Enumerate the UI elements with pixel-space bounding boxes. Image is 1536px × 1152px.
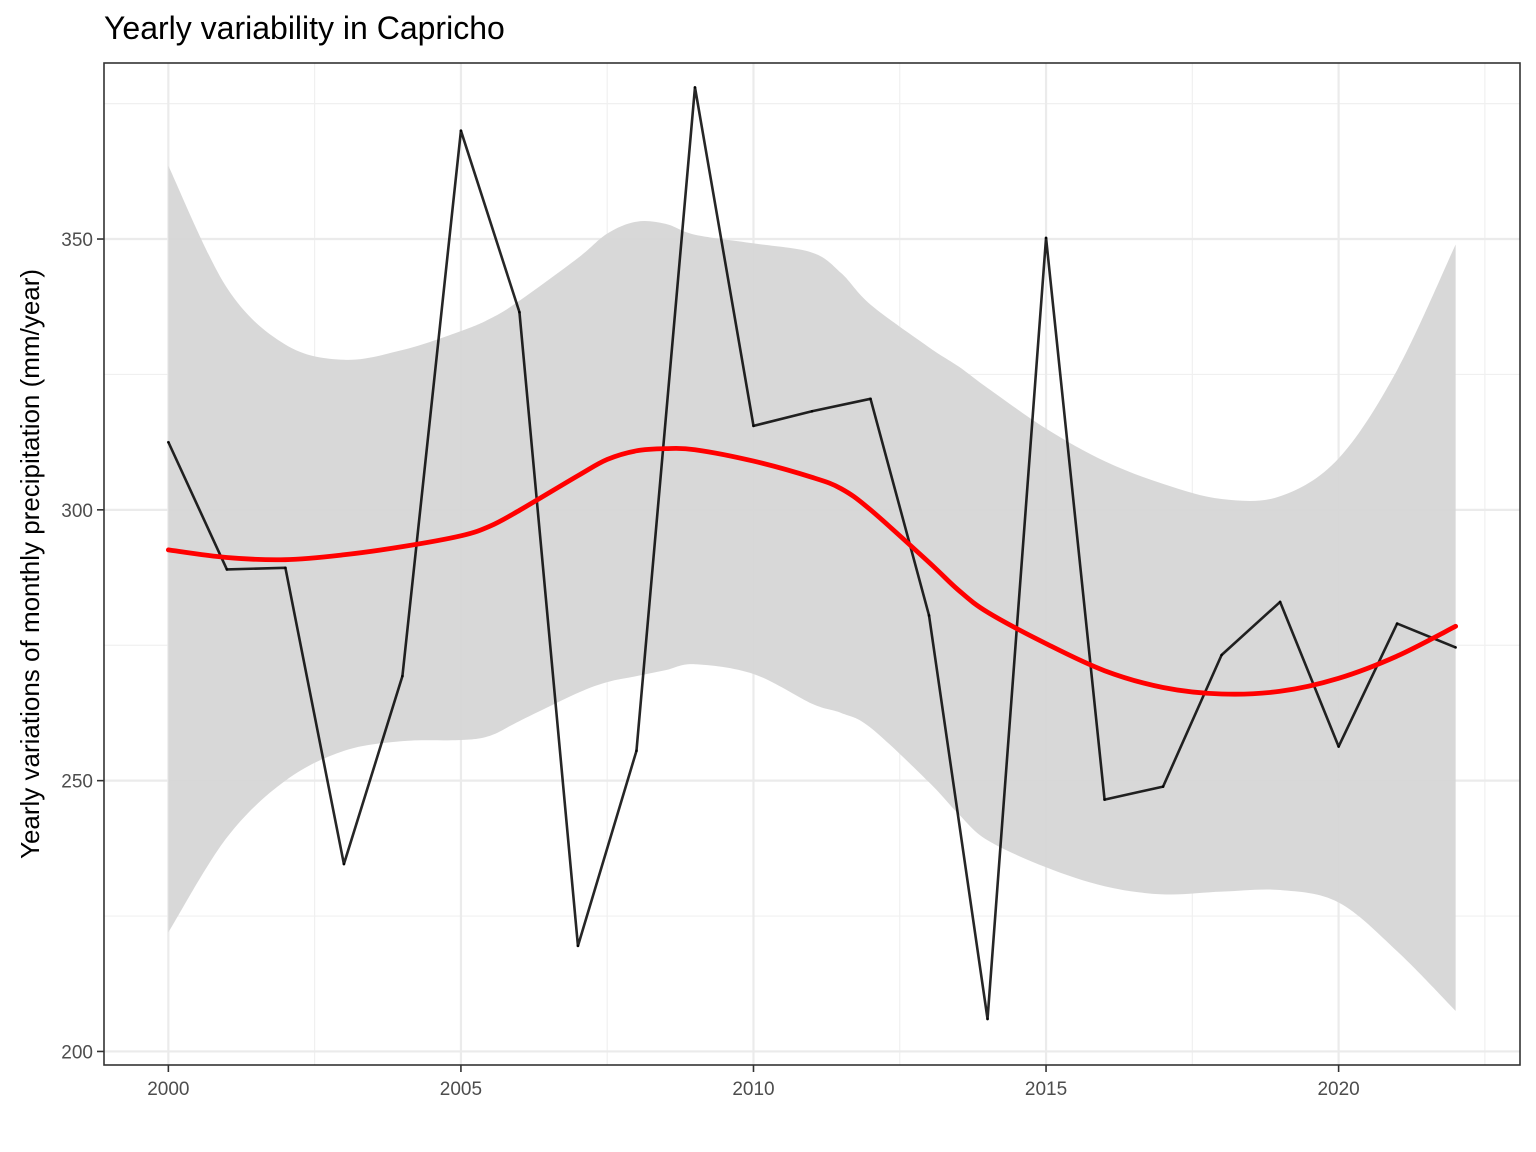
- y-tick-label: 350: [61, 230, 93, 251]
- observed-point: [693, 86, 697, 89]
- observed-point: [1395, 622, 1399, 625]
- confidence-band: [168, 165, 1456, 1011]
- observed-point: [1161, 785, 1165, 788]
- observed-point: [518, 310, 521, 314]
- x-tick-label: 2015: [1025, 1079, 1067, 1100]
- x-tick-label: 2010: [732, 1079, 774, 1100]
- observed-point: [576, 944, 580, 948]
- observed-point: [167, 440, 170, 444]
- observed-point: [1337, 745, 1340, 748]
- observed-point: [401, 674, 404, 678]
- y-tick-label: 250: [61, 772, 93, 793]
- observed-point: [1278, 600, 1282, 604]
- observed-point: [986, 1017, 989, 1021]
- x-tick-label: 2020: [1317, 1079, 1359, 1100]
- observed-point: [752, 424, 755, 428]
- y-tick-label: 300: [61, 501, 93, 522]
- observed-point: [869, 397, 872, 401]
- observed-point: [459, 129, 463, 133]
- observed-point: [284, 566, 287, 570]
- observed-point: [1454, 646, 1457, 649]
- x-tick-label: 2005: [440, 1079, 482, 1100]
- observed-point: [225, 568, 229, 571]
- observed-point: [635, 749, 638, 753]
- observed-point: [342, 862, 346, 866]
- observed-point: [1044, 236, 1048, 240]
- observed-point: [1103, 798, 1106, 801]
- chart-title: Yearly variability in Capricho: [104, 10, 505, 46]
- observed-point: [927, 614, 931, 617]
- smooth-trend-line: [165, 445, 1459, 697]
- panel-border: [103, 62, 1521, 1066]
- x-tick-label: 2000: [147, 1079, 189, 1100]
- observed-point: [810, 409, 814, 413]
- y-tick-label: 200: [61, 1042, 93, 1063]
- observed-point: [1220, 653, 1223, 657]
